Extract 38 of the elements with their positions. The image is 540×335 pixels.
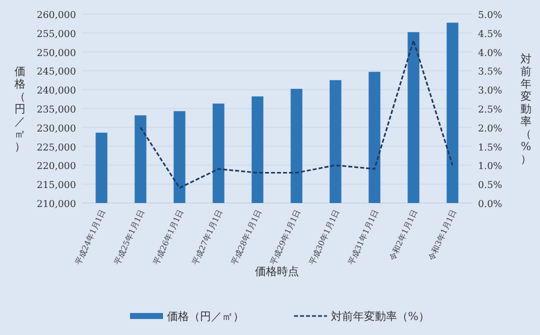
y-tick-label: 260,000 [36,10,76,21]
y-tick-label: 235,000 [36,104,76,116]
y2-tick-label: 5.0% [478,10,502,21]
x-tick-label: 令和2年1月1日 [388,208,420,262]
y-tick-label: 225,000 [36,142,76,154]
y2-tick-label: 2.5% [478,104,502,116]
x-tick-label: 平成29年1月1日 [268,208,302,267]
x-tick-label: 平成27年1月1日 [190,208,224,267]
x-axis-title: 価格時点 [255,265,299,278]
y2-tick-label: 3.5% [478,66,502,78]
legend-label: 対前年変動率（%） [331,310,430,323]
y2-tick-label: 2.0% [478,123,502,134]
y2-tick-label: 4.0% [478,48,502,59]
y-tick-label: 210,000 [36,199,76,210]
x-tick-label: 平成25年1月1日 [112,208,146,267]
line-series [140,40,454,189]
y-tick-label: 245,000 [36,66,76,78]
y-tick-label: 230,000 [36,123,76,134]
x-tick-label: 平成30年1月1日 [308,208,342,267]
y-tick-label: 240,000 [36,86,76,97]
legend-label: 価格（円／㎡） [167,310,244,323]
text: 対前年変動率（%） [520,52,532,166]
y-tick-label: 255,000 [36,28,76,40]
y-tick-label: 250,000 [36,48,76,59]
x-tick-label: 平成24年1月1日 [74,208,108,267]
y-axis-title: 価格（円／㎡） [14,65,26,153]
x-tick-label: 平成28年1月1日 [230,208,264,267]
y-tick-label: 215,000 [36,180,76,192]
x-tick-label: 平成26年1月1日 [152,208,186,267]
y2-tick-label: 3.0% [478,86,502,97]
x-tick-label: 令和3年1月1日 [426,208,458,262]
y2-tick-label: 0.5% [478,180,502,192]
x-tick-label: 平成31年1月1日 [346,208,380,267]
y2-tick-label: 1.5% [478,142,502,154]
y2-tick-label: 1.0% [478,161,502,172]
y-tick-label: 220,000 [36,161,76,172]
y2-tick-label: 0.0% [478,199,502,210]
y2-tick-label: 4.5% [478,28,502,40]
